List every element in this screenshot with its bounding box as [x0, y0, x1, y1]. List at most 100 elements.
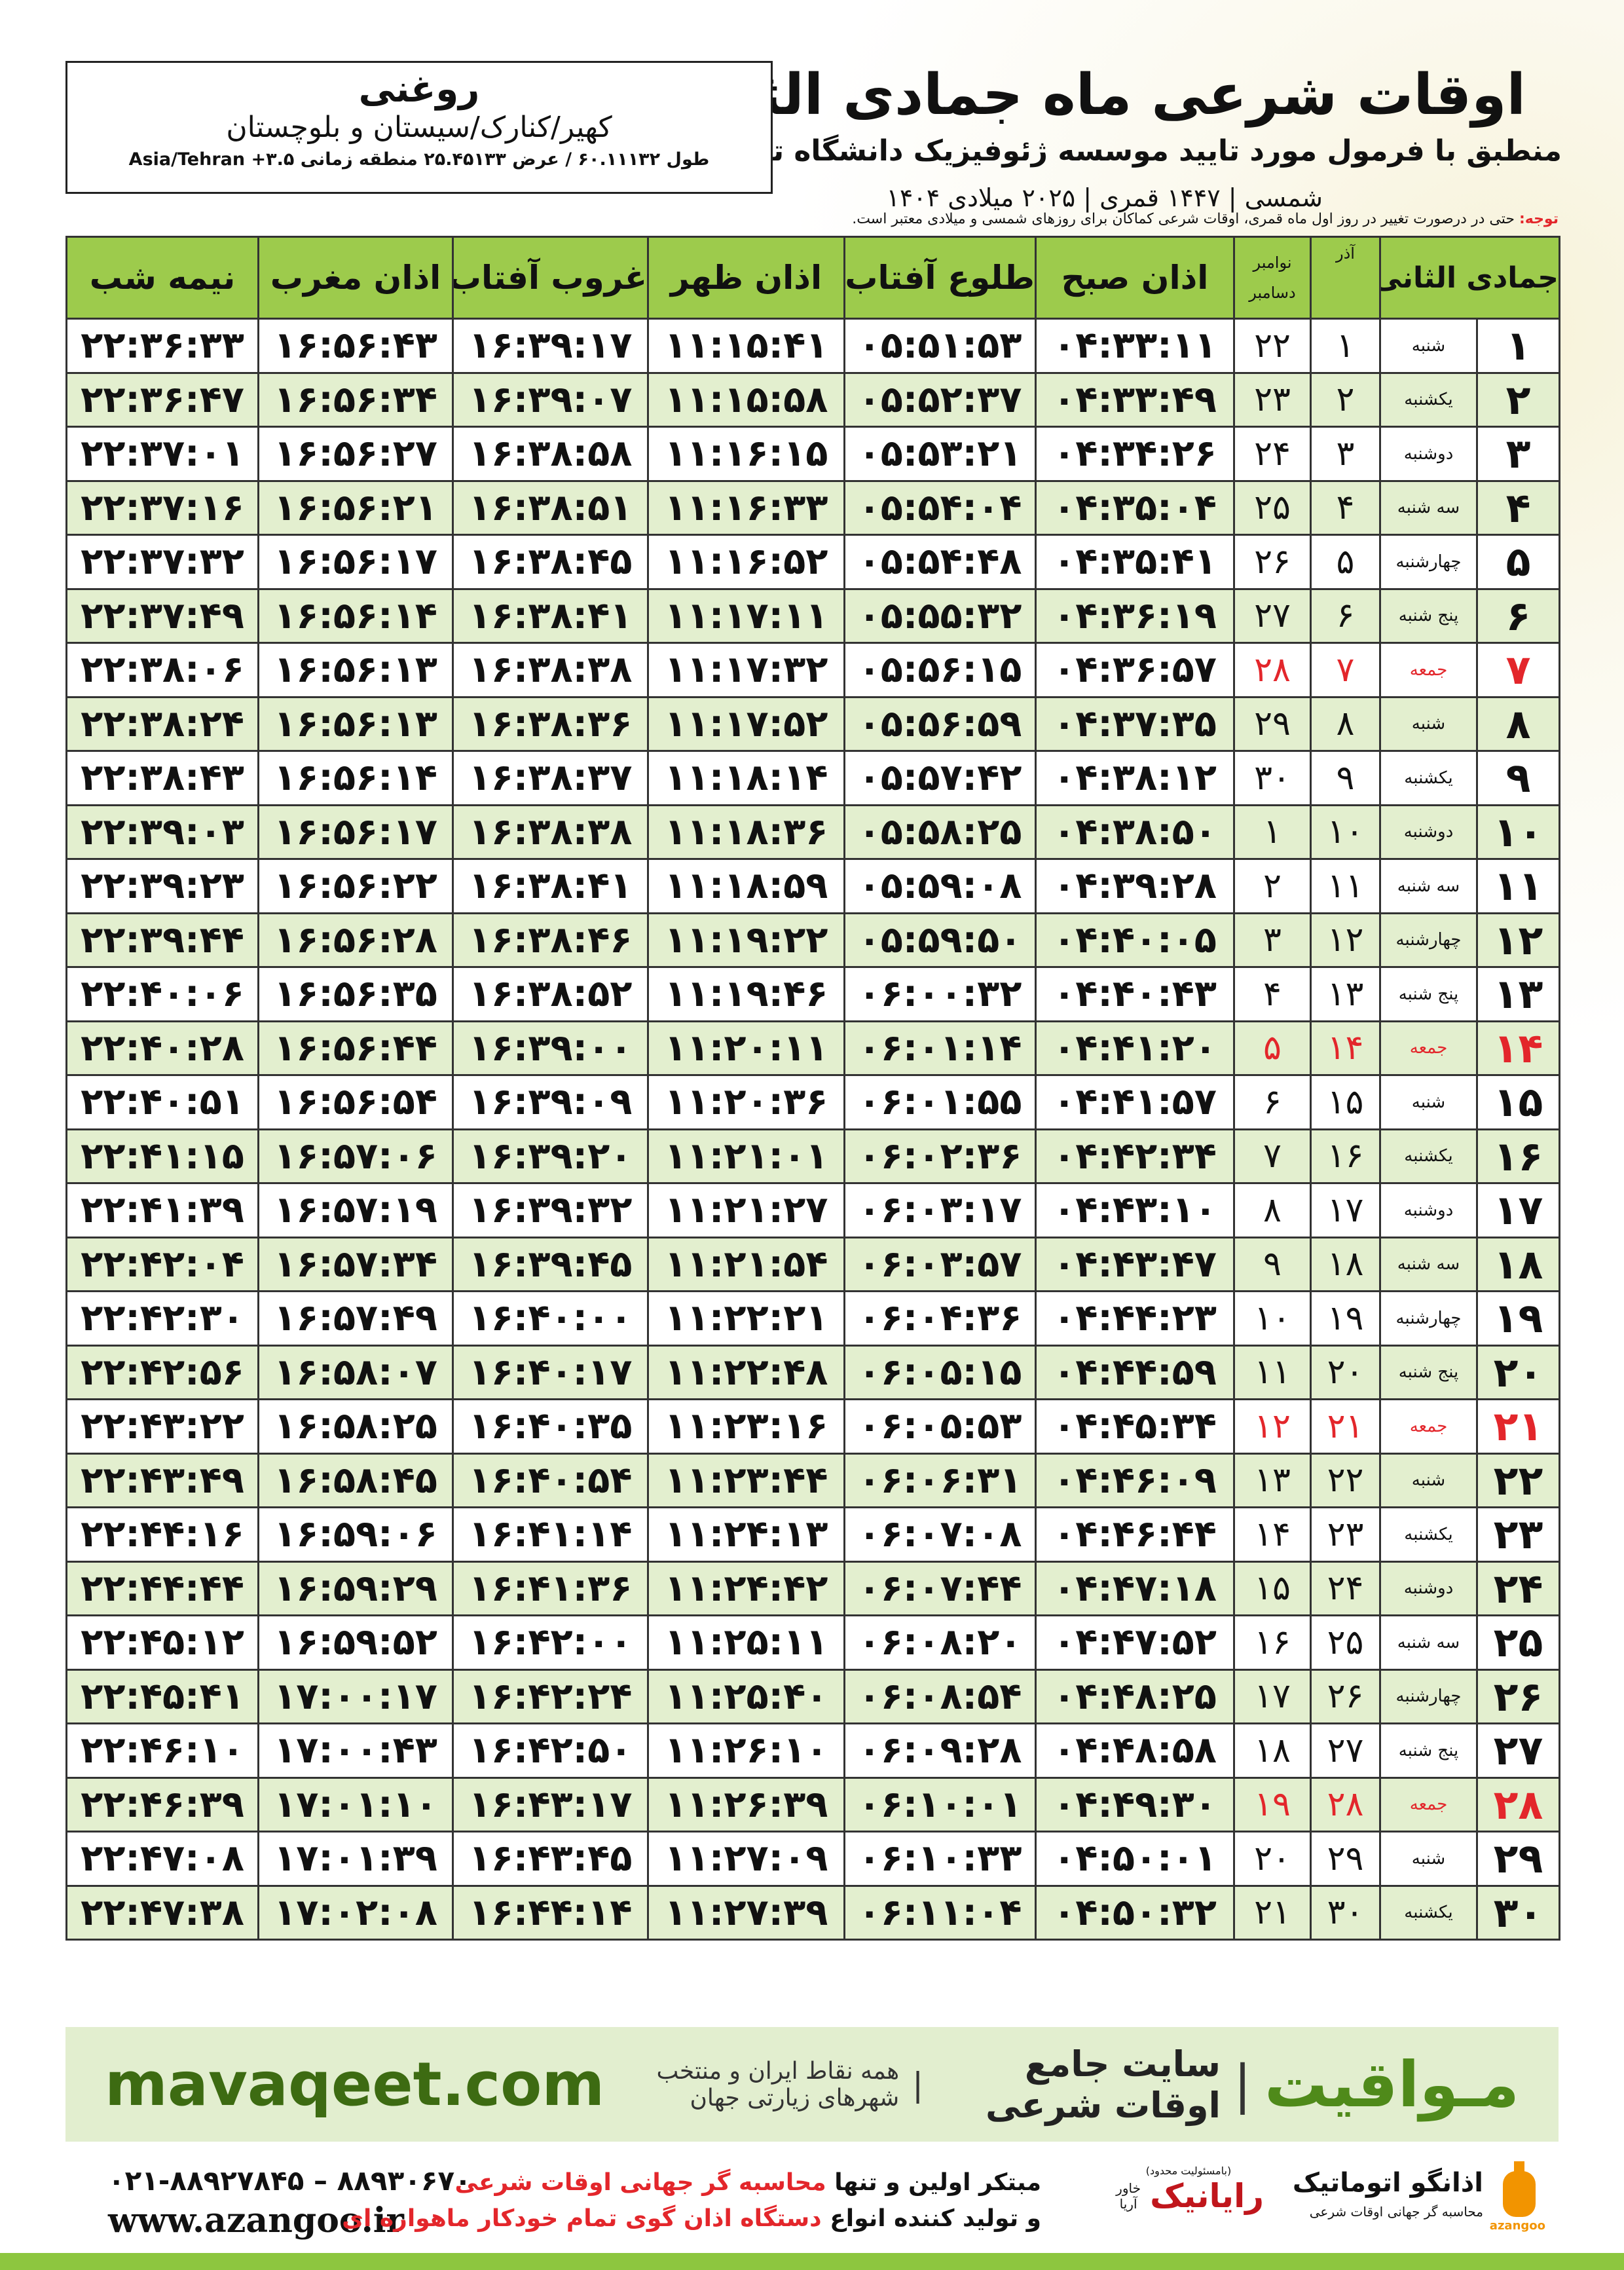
- table-cell: ۲۲:۴۶:۳۹: [65, 1776, 259, 1833]
- table-cell: ۲۱: [1233, 1884, 1312, 1941]
- logo-icon: [1503, 2161, 1536, 2217]
- table-cell: ۰۶:۰۷:۰۸: [843, 1506, 1037, 1563]
- table-cell: ۸: [1310, 696, 1381, 752]
- table-cell: ۱۴: [1233, 1506, 1312, 1563]
- table-cell: ۲۲:۴۳:۴۹: [65, 1452, 259, 1508]
- table-cell: ۱۱:۲۰:۱۱: [647, 1020, 845, 1076]
- table-cell: ۰۴:۳۵:۴۱: [1035, 534, 1235, 590]
- table-cell: ۲۷: [1476, 1722, 1561, 1779]
- table-cell: ۱۶:۵۷:۳۴: [257, 1236, 454, 1292]
- table-cell: دوشنبه: [1378, 1560, 1479, 1616]
- table-cell: ۱۱:۲۶:۳۹: [647, 1776, 845, 1833]
- website[interactable]: www.azangoo.ir: [108, 2201, 404, 2241]
- column-header: اذان مغرب: [257, 236, 454, 320]
- table-cell: ۳۰: [1233, 750, 1312, 806]
- table-cell: ۱۶:۳۸:۵۲: [452, 966, 649, 1022]
- table-cell: ۲۲:۴۵:۴۱: [65, 1668, 259, 1724]
- table-cell: ۱۶:۵۶:۴۴: [257, 1020, 454, 1076]
- table-cell: ۲۹: [1233, 696, 1312, 752]
- table-cell: ۲: [1310, 371, 1381, 428]
- table-cell: ۱۶:۳۸:۴۱: [452, 587, 649, 644]
- table-cell: یکشنبه: [1378, 1506, 1479, 1563]
- column-header: نیمه شب: [65, 236, 259, 320]
- table-cell: چهارشنبه: [1378, 912, 1479, 968]
- phone: ۰۲۱-۸۸۹۲۷۸۴۵ – ۸۸۹۳۰۶۷۰: [108, 2165, 471, 2197]
- table-cell: ۱۱:۲۳:۱۶: [647, 1398, 845, 1455]
- table-cell: ۱۱:۱۵:۴۱: [647, 318, 845, 374]
- table-cell: ۲۲:۳۸:۴۳: [65, 750, 259, 806]
- table-cell: ۰۴:۳۸:۵۰: [1035, 804, 1235, 860]
- table-cell: ۰۴:۳۳:۱۱: [1035, 318, 1235, 374]
- table-cell: ۲۶: [1310, 1668, 1381, 1724]
- table-cell: ۲۳: [1476, 1506, 1561, 1563]
- column-header-line: نوامبر: [1253, 253, 1292, 272]
- table-cell: ۱۶:۵۶:۱۴: [257, 587, 454, 644]
- table-row: ۵ چهارشنبه ۵ ۲۶ ۰۴:۳۵:۴۱ ۰۵:۵۴:۴۸ ۱۱:۱۶:۵۲ ۱۶:۳…: [65, 534, 1561, 590]
- table-cell: ۰۴:۴۴:۲۳: [1035, 1290, 1235, 1347]
- table-cell: ۱۴: [1310, 1020, 1381, 1076]
- table-cell: ۱۵: [1310, 1074, 1381, 1130]
- table-cell: ۱۶:۳۸:۴۱: [452, 858, 649, 914]
- table-cell: ۱۱:۱۷:۱۱: [647, 587, 845, 644]
- coords: طول ۶۰.۱۱۱۳۲ / عرض ۲۵.۴۵۱۳۳ منطقه زمانی …: [128, 149, 710, 170]
- table-cell: ۲۲:۳۹:۲۳: [65, 858, 259, 914]
- years: ۱۴۰۴ شمسی | ۱۴۴۷ قمری | ۲۰۲۵ میلادی: [886, 183, 1323, 212]
- table-cell: ۲۲:۳۶:۳۳: [65, 318, 259, 374]
- table-row: ۲۲ شنبه ۲۲ ۱۳ ۰۴:۴۶:۰۹ ۰۶:۰۶:۳۱ ۱۱:۲۳:۴۴ ۱۶:۴۰:…: [65, 1452, 1561, 1508]
- table-cell: ۱۱:۲۷:۳۹: [647, 1884, 845, 1941]
- table-cell: ۱۶: [1476, 1128, 1561, 1184]
- table-cell: ۲: [1233, 858, 1312, 914]
- table-cell: ۸: [1233, 1182, 1312, 1238]
- url[interactable]: mavaqeet.com: [105, 2049, 605, 2119]
- table-cell: ۲۲:۳۷:۱۶: [65, 479, 259, 536]
- table-cell: ۱۶:۳۸:۴۶: [452, 912, 649, 968]
- table-cell: سه شنبه: [1378, 479, 1479, 536]
- title: اوقات شرعی ماه جمادی الثانی: [660, 62, 1526, 128]
- table-cell: ۱۲: [1476, 912, 1561, 968]
- table-cell: ۰۴:۴۸:۲۵: [1035, 1668, 1235, 1724]
- table-cell: ۲۲: [1233, 318, 1312, 374]
- table-cell: ۰۵:۵۸:۲۵: [843, 804, 1037, 860]
- city: روغنی: [358, 68, 480, 111]
- table-cell: ۱۶:۴۴:۱۴: [452, 1884, 649, 1941]
- table-cell: ۱۸: [1233, 1722, 1312, 1779]
- table-cell: ۱۱:۲۴:۱۳: [647, 1506, 845, 1563]
- table-cell: ۲۲:۴۷:۰۸: [65, 1831, 259, 1887]
- table-cell: ۱۷:۰۱:۱۰: [257, 1776, 454, 1833]
- table-row: ۱۴ جمعه ۱۴ ۵ ۰۴:۴۱:۲۰ ۰۶:۰۱:۱۴ ۱۱:۲۰:۱۱ ۱۶:۳۹:۰…: [65, 1020, 1561, 1076]
- table-cell: ۱۱:۲۶:۱۰: [647, 1722, 845, 1779]
- table-cell: ۱۶:۵۶:۱۳: [257, 696, 454, 752]
- table-cell: ۲۲:۴۵:۱۲: [65, 1614, 259, 1671]
- table-cell: شنبه: [1378, 696, 1479, 752]
- table-cell: ۰۵:۵۳:۲۱: [843, 426, 1037, 482]
- column-header: اذان صبح: [1035, 236, 1235, 320]
- table-cell: ۱۶: [1310, 1128, 1381, 1184]
- table-row: ۷ جمعه ۷ ۲۸ ۰۴:۳۶:۵۷ ۰۵:۵۶:۱۵ ۱۱:۱۷:۳۲ ۱۶:۳۸:۳۸…: [65, 642, 1561, 698]
- table-cell: ۱: [1476, 318, 1561, 374]
- table-row: ۲۸ جمعه ۲۸ ۱۹ ۰۴:۴۹:۳۰ ۰۶:۱۰:۰۱ ۱۱:۲۶:۳۹ ۱۶:۴۳:…: [65, 1776, 1561, 1833]
- table-cell: ۲۲:۳۷:۴۹: [65, 587, 259, 644]
- table-cell: ۱۹: [1233, 1776, 1312, 1833]
- column-header: اذان ظهر: [647, 236, 845, 320]
- table-cell: ۵: [1310, 534, 1381, 590]
- table-cell: ۲۹: [1476, 1831, 1561, 1887]
- table-cell: ۱۶:۳۸:۵۸: [452, 426, 649, 482]
- table-row: ۱۷ دوشنبه ۱۷ ۸ ۰۴:۴۳:۱۰ ۰۶:۰۳:۱۷ ۱۱:۲۱:۲۷ ۱۶:۳۹…: [65, 1182, 1561, 1238]
- table-row: ۲۹ شنبه ۲۹ ۲۰ ۰۴:۵۰:۰۱ ۰۶:۱۰:۳۳ ۱۱:۲۷:۰۹ ۱۶:۴۳:…: [65, 1831, 1561, 1887]
- table-cell: جمعه: [1378, 642, 1479, 698]
- table-row: ۱۸ سه شنبه ۱۸ ۹ ۰۴:۴۳:۴۷ ۰۶:۰۳:۵۷ ۱۱:۲۱:۵۴ ۱۶:۳…: [65, 1236, 1561, 1292]
- column-header-line: دسامبر: [1249, 284, 1296, 302]
- table-cell: ۱۱:۲۱:۰۱: [647, 1128, 845, 1184]
- separator: |: [1234, 2054, 1251, 2115]
- table-cell: ۱۳: [1310, 966, 1381, 1022]
- table-cell: ۱۶:۵۸:۴۵: [257, 1452, 454, 1508]
- table-cell: ۰۴:۴۷:۵۲: [1035, 1614, 1235, 1671]
- table-cell: ۱۳: [1476, 966, 1561, 1022]
- table-cell: ۱۱:۱۶:۵۲: [647, 534, 845, 590]
- table-cell: ۰۵:۵۱:۵۳: [843, 318, 1037, 374]
- banner: مـواقیت | سایت جامع اوقات شرعی | همه نقا…: [65, 2027, 1559, 2142]
- table-cell: ۰۴:۴۳:۴۷: [1035, 1236, 1235, 1292]
- table-cell: ۲۸: [1476, 1776, 1561, 1833]
- table-cell: ۲۲:۴۰:۵۱: [65, 1074, 259, 1130]
- table-cell: ۱۱:۱۹:۲۲: [647, 912, 845, 968]
